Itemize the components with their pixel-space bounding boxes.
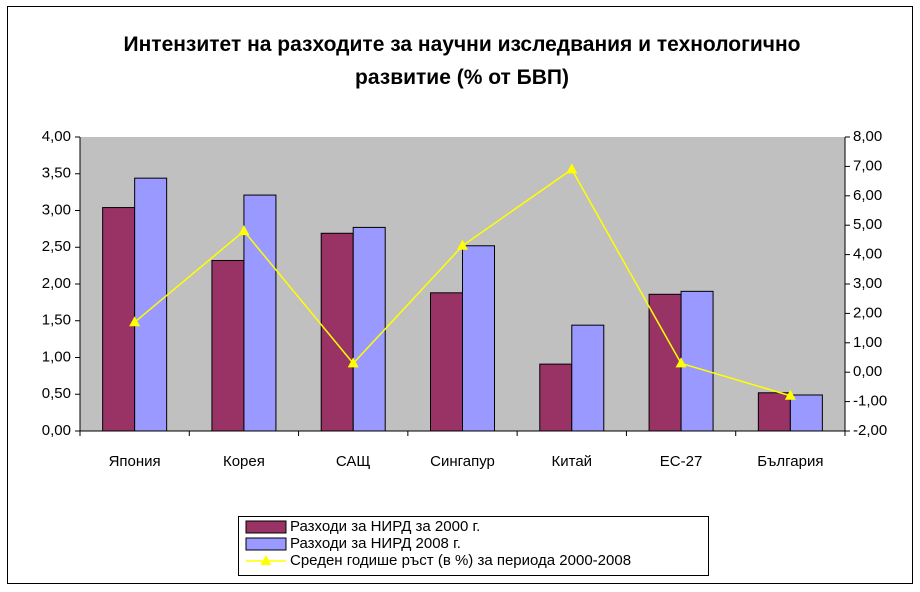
bar: [430, 292, 463, 432]
line-marker: [457, 239, 468, 250]
bar: [320, 232, 354, 432]
y-tick-label: 1,00: [42, 348, 71, 365]
bar: [352, 226, 386, 432]
x-tick-label: България: [757, 453, 823, 470]
y-tick-label: 1,50: [42, 312, 71, 329]
line-marker: [566, 163, 578, 174]
y-tick-label: 3,00: [42, 201, 71, 218]
y-tick-label: 0,50: [42, 385, 71, 402]
y2-tick-label: 8,00: [853, 128, 882, 145]
x-tick-label: Корея: [223, 453, 265, 470]
bar: [211, 259, 245, 432]
y2-tick-label: 6,00: [853, 187, 882, 204]
legend-label: Разходи за НИРД за 2000 г.: [290, 518, 480, 535]
legend-label: Разходи за НИРД 2008 г.: [290, 535, 461, 552]
x-tick-label: Китай: [552, 453, 593, 470]
y2-tick-label: 3,00: [853, 275, 882, 292]
y-tick-label: 3,50: [42, 165, 71, 182]
y2-tick-label: 5,00: [853, 216, 882, 233]
legend-box: [238, 516, 709, 576]
legend-swatch: [245, 537, 287, 551]
y2-tick-label: 2,00: [853, 304, 882, 321]
x-tick-label: Япония: [109, 453, 161, 470]
line-marker: [784, 389, 796, 400]
y2-tick-label: -1,00: [853, 393, 887, 410]
bar: [680, 290, 714, 432]
y2-tick-label: -2,00: [853, 422, 887, 439]
bar: [571, 324, 605, 432]
x-tick-label: Сингапур: [430, 453, 495, 470]
bar: [102, 207, 136, 432]
line-marker: [129, 316, 141, 327]
line-marker: [347, 357, 359, 368]
bar: [757, 392, 791, 432]
bar: [243, 194, 277, 432]
bar: [789, 394, 823, 432]
chart-title: Интензитет на разходите за научни изслед…: [123, 33, 801, 89]
bar: [539, 363, 573, 432]
line-marker: [238, 225, 250, 236]
bar: [134, 177, 168, 432]
y2-tick-label: 0,00: [853, 363, 882, 380]
y-tick-label: 0,00: [42, 422, 71, 439]
y-tick-label: 2,50: [42, 238, 71, 255]
y2-tick-label: 7,00: [853, 157, 882, 174]
bar: [462, 245, 495, 432]
y2-tick-label: 4,00: [853, 246, 882, 263]
y2-tick-label: 1,00: [853, 334, 882, 351]
x-tick-label: ЕС-27: [660, 453, 703, 470]
y-tick-label: 4,00: [42, 128, 71, 145]
legend-swatch: [245, 520, 287, 534]
legend-marker: [260, 555, 272, 565]
line-marker: [675, 357, 687, 368]
x-tick-label: САЩ: [336, 453, 371, 470]
y-tick-label: 2,00: [42, 275, 71, 292]
legend-label: Среден годише ръст (в %) за периода 2000…: [290, 552, 631, 569]
